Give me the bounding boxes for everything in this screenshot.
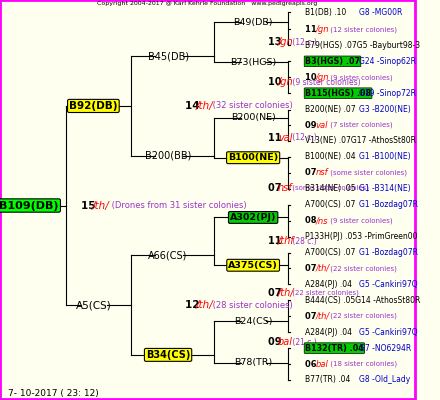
Text: (7 sister colonies): (7 sister colonies): [328, 122, 392, 128]
Text: 13: 13: [268, 37, 285, 47]
Text: 07: 07: [305, 312, 319, 321]
Text: B3(HGS) .07: B3(HGS) .07: [305, 57, 360, 66]
Text: 07: 07: [305, 264, 319, 273]
Text: B444(CS) .05G14 -AthosSt80R: B444(CS) .05G14 -AthosSt80R: [305, 296, 420, 305]
Text: (22 sister colonies): (22 sister colonies): [328, 313, 397, 320]
Text: /gn: /gn: [315, 73, 329, 82]
Text: /th/: /th/: [196, 300, 214, 310]
Text: A700(CS) .07: A700(CS) .07: [305, 200, 356, 209]
Text: (12 c.): (12 c.): [290, 38, 316, 47]
Text: B77(TR) .04: B77(TR) .04: [305, 376, 350, 384]
Text: /gn: /gn: [315, 25, 329, 34]
Text: (22 sister colonies): (22 sister colonies): [328, 265, 397, 272]
Text: B100(NE): B100(NE): [228, 153, 278, 162]
Text: G19 -Sinop72R: G19 -Sinop72R: [359, 89, 416, 98]
Text: G5 -Cankiri97Q: G5 -Cankiri97Q: [359, 280, 418, 289]
Text: G1 -B314(NE): G1 -B314(NE): [359, 184, 411, 193]
Text: G1 -Bozdag07R: G1 -Bozdag07R: [359, 248, 418, 257]
Text: B1(DB) .10: B1(DB) .10: [305, 8, 346, 17]
Text: 15: 15: [81, 200, 99, 210]
Text: A700(CS) .07: A700(CS) .07: [305, 248, 356, 257]
Text: (28 sister colonies): (28 sister colonies): [210, 300, 293, 310]
Text: B92(DB): B92(DB): [69, 101, 117, 111]
Text: B45(DB): B45(DB): [147, 51, 189, 61]
Text: bal: bal: [315, 360, 328, 368]
Text: V13(NE) .07G17 -AthosSt80R: V13(NE) .07G17 -AthosSt80R: [305, 136, 416, 146]
Text: 09: 09: [305, 120, 319, 130]
Text: A5(CS): A5(CS): [76, 300, 111, 310]
Text: val: val: [315, 120, 328, 130]
Text: 11: 11: [268, 236, 285, 246]
Text: 11: 11: [268, 133, 285, 143]
Text: 07: 07: [268, 288, 285, 298]
Text: (21 c.): (21 c.): [290, 338, 316, 347]
Text: B115(HGS) .08: B115(HGS) .08: [305, 89, 371, 98]
Text: /th/: /th/: [92, 200, 110, 210]
Text: nsf: nsf: [278, 182, 293, 192]
Text: B49(DB): B49(DB): [233, 18, 273, 27]
Text: (12 sister colonies): (12 sister colonies): [328, 26, 397, 33]
Text: B200(NE): B200(NE): [231, 113, 275, 122]
Text: G8 -Old_Lady: G8 -Old_Lady: [359, 376, 410, 384]
Text: 10: 10: [305, 73, 319, 82]
Text: G7 -NO6294R: G7 -NO6294R: [359, 344, 411, 353]
Text: 14: 14: [185, 101, 203, 111]
Text: B78(TR): B78(TR): [234, 358, 272, 367]
Text: B132(TR) .04: B132(TR) .04: [305, 344, 364, 353]
Text: 07: 07: [268, 182, 285, 192]
Text: G24 -Sinop62R: G24 -Sinop62R: [359, 57, 416, 66]
Text: A375(CS): A375(CS): [228, 261, 278, 270]
Text: B34(CS): B34(CS): [146, 350, 190, 360]
Text: B200(BB): B200(BB): [145, 151, 191, 161]
Text: B200(NE) .07: B200(NE) .07: [305, 106, 356, 114]
Text: /gn: /gn: [278, 37, 293, 47]
Text: 09: 09: [268, 337, 285, 347]
Text: B100(NE) .04: B100(NE) .04: [305, 152, 356, 162]
Text: /th/: /th/: [278, 288, 294, 298]
Text: (12 c.): (12 c.): [290, 133, 316, 142]
Text: B109(DB): B109(DB): [0, 200, 59, 210]
Text: (32 sister colonies): (32 sister colonies): [210, 102, 293, 110]
Text: (22 sister colonies): (22 sister colonies): [290, 290, 359, 296]
Text: G1 -Bozdag07R: G1 -Bozdag07R: [359, 200, 418, 209]
Text: A284(PJ) .04: A284(PJ) .04: [305, 328, 352, 337]
Text: /thf: /thf: [278, 236, 295, 246]
Text: /th/: /th/: [315, 264, 330, 273]
Text: /th/: /th/: [315, 312, 330, 321]
Text: (18 sister colonies): (18 sister colonies): [328, 361, 397, 367]
Text: G8 -MG00R: G8 -MG00R: [359, 8, 402, 17]
Text: B73(HGS): B73(HGS): [230, 58, 276, 67]
Text: B79(HGS) .07G5 -Bayburt98-3: B79(HGS) .07G5 -Bayburt98-3: [305, 41, 420, 50]
Text: (9 sister colonies): (9 sister colonies): [290, 78, 360, 86]
Text: B24(CS): B24(CS): [234, 316, 272, 326]
Text: A302(PJ): A302(PJ): [230, 213, 276, 222]
Text: G5 -Cankiri97Q: G5 -Cankiri97Q: [359, 328, 418, 337]
Text: 10: 10: [268, 77, 285, 87]
Text: bal: bal: [278, 337, 293, 347]
Text: 11: 11: [305, 25, 319, 34]
Text: Copyright 2004-2017 @ Karl Kehrle Foundation   www.pedigreapis.org: Copyright 2004-2017 @ Karl Kehrle Founda…: [97, 1, 318, 6]
Text: val: val: [278, 133, 293, 143]
Text: 07: 07: [305, 168, 319, 177]
Text: 12: 12: [185, 300, 203, 310]
Text: (Drones from 31 sister colonies): (Drones from 31 sister colonies): [109, 201, 246, 210]
Text: P133H(PJ) .053 -PrimGreen00: P133H(PJ) .053 -PrimGreen00: [305, 232, 418, 241]
Text: nsf: nsf: [315, 168, 328, 177]
Text: 06: 06: [305, 360, 319, 368]
Text: (9 sister colonies): (9 sister colonies): [328, 218, 392, 224]
Text: (28 c.): (28 c.): [290, 237, 317, 246]
Text: 7- 10-2017 ( 23: 12): 7- 10-2017 ( 23: 12): [8, 389, 99, 398]
Text: /ns: /ns: [315, 216, 328, 225]
Text: A66(CS): A66(CS): [148, 250, 188, 260]
Text: (some sister colonies): (some sister colonies): [290, 184, 369, 191]
Text: B314(NE) .05: B314(NE) .05: [305, 184, 356, 193]
Text: /th/: /th/: [196, 101, 214, 111]
Text: G3 -B200(NE): G3 -B200(NE): [359, 106, 411, 114]
Text: G1 -B100(NE): G1 -B100(NE): [359, 152, 411, 162]
Text: (some sister colonies): (some sister colonies): [328, 170, 407, 176]
Text: /gn: /gn: [278, 77, 293, 87]
Text: (9 sister colonies): (9 sister colonies): [328, 74, 392, 80]
Text: A284(PJ) .04: A284(PJ) .04: [305, 280, 352, 289]
Text: 08: 08: [305, 216, 319, 225]
